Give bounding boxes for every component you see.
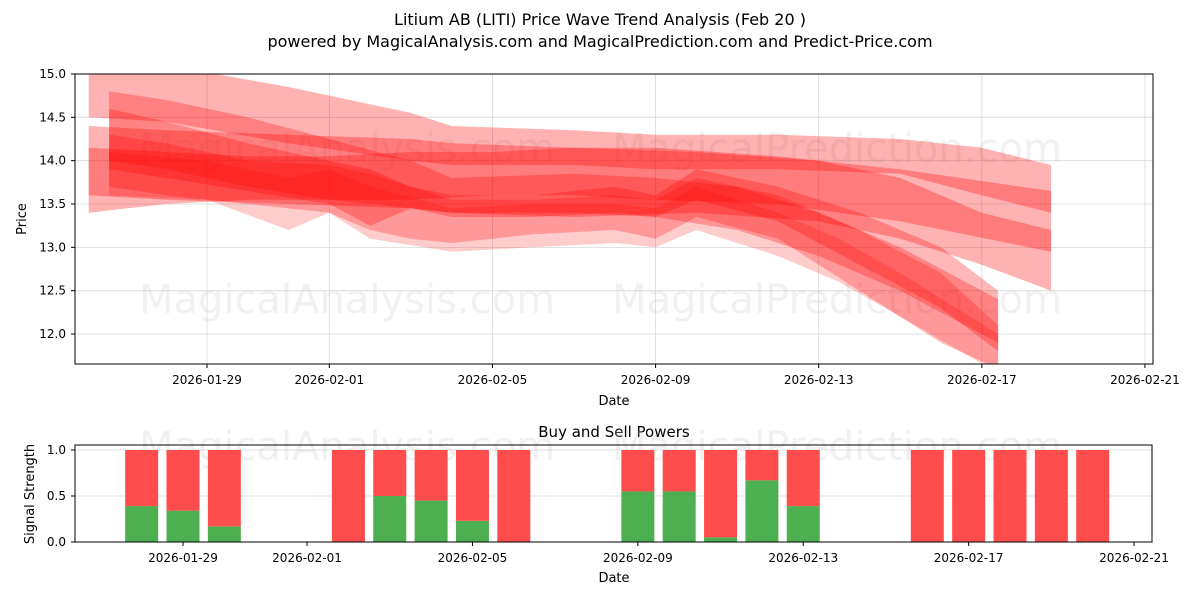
wave-band	[88, 126, 1052, 291]
signal-x-axis: 2026-01-29 2026-02-01 2026-02-05 2026-02-09…	[148, 542, 1169, 565]
y-tick-label: 12.5	[39, 284, 66, 298]
y-tick-label: 12.0	[39, 327, 66, 341]
x-tick-label: 2026-02-01	[294, 373, 364, 387]
sell-bar	[166, 450, 200, 511]
x-tick-label: 2026-02-05	[438, 551, 508, 565]
signal-bars	[125, 450, 1110, 542]
sell-bar	[373, 450, 407, 496]
sell-bar	[704, 450, 738, 538]
y-tick-label: 15.0	[39, 67, 66, 81]
sell-bar	[331, 450, 365, 542]
x-tick-label: 2026-02-13	[768, 551, 838, 565]
buy-bar	[745, 480, 779, 542]
x-tick-label: 2026-02-17	[947, 373, 1017, 387]
y-tick-label: 0.5	[47, 489, 66, 503]
sell-bar	[1076, 450, 1110, 542]
price-x-axis: 2026-01-29 2026-02-01 2026-02-05 2026-02-09…	[172, 364, 1180, 387]
buy-bar	[125, 506, 159, 542]
sell-bar	[910, 450, 944, 542]
chart-subtitle: powered by MagicalAnalysis.com and Magic…	[267, 32, 933, 51]
price-chart: MagicalAnalysis.com MagicalPrediction.co…	[15, 67, 1180, 409]
sell-bar	[207, 450, 241, 527]
x-tick-label: 2026-02-09	[603, 551, 673, 565]
buy-bar	[704, 537, 738, 542]
price-x-label: Date	[598, 394, 629, 409]
price-y-axis: 12.0 12.5 13.0 13.5 14.0 14.5 15.0	[39, 67, 75, 341]
x-tick-label: 2026-02-17	[934, 551, 1004, 565]
sell-bar	[745, 450, 779, 481]
x-tick-label: 2026-01-29	[148, 551, 218, 565]
watermark-analysis-top: MagicalAnalysis.com	[139, 126, 555, 172]
signal-y-axis: 0.0 0.5 1.0	[47, 443, 75, 549]
wave-band	[88, 147, 1052, 252]
buy-bar	[662, 491, 696, 542]
signal-y-label: Signal Strength	[23, 444, 38, 544]
buy-sell-title: Buy and Sell Powers	[538, 423, 690, 441]
y-tick-label: 13.5	[39, 197, 66, 211]
buy-bar	[207, 526, 241, 542]
watermark-prediction-top: MagicalPrediction.com	[612, 126, 1062, 172]
x-tick-label: 2026-01-29	[172, 373, 242, 387]
chart-title: Litium AB (LITI) Price Wave Trend Analys…	[394, 10, 806, 29]
sell-bar	[662, 450, 696, 492]
wave-band	[88, 74, 1052, 213]
buy-bar	[455, 520, 489, 542]
wave-band	[109, 108, 999, 352]
y-tick-label: 0.0	[47, 535, 66, 549]
sell-bar	[621, 450, 655, 492]
sell-bar	[786, 450, 820, 507]
sell-bar	[993, 450, 1027, 542]
buy-bar	[166, 510, 200, 542]
wave-band	[109, 152, 999, 364]
price-y-label: Price	[15, 203, 30, 235]
x-tick-label: 2026-02-09	[621, 373, 691, 387]
wave-band	[109, 134, 999, 364]
watermark-prediction-mid: MagicalPrediction.com	[612, 277, 1062, 323]
signal-x-label: Date	[598, 571, 629, 586]
sell-bar	[952, 450, 986, 542]
x-tick-label: 2026-02-05	[458, 373, 528, 387]
buy-sell-chart: Buy and Sell Powers MagicalAnalysis.com …	[23, 423, 1169, 586]
y-tick-label: 1.0	[47, 443, 66, 457]
buy-bar	[621, 491, 655, 542]
sell-bar	[125, 450, 159, 507]
x-tick-label: 2026-02-21	[1110, 373, 1180, 387]
price-axes-frame	[74, 73, 1154, 365]
signal-axes-frame	[74, 444, 1153, 543]
x-tick-label: 2026-02-21	[1099, 551, 1169, 565]
buy-bar	[414, 500, 448, 542]
buy-bar	[786, 506, 820, 542]
sell-bar	[455, 450, 489, 521]
x-tick-label: 2026-02-01	[272, 551, 342, 565]
y-tick-label: 13.0	[39, 240, 66, 254]
x-tick-label: 2026-02-13	[784, 373, 854, 387]
y-tick-label: 14.0	[39, 154, 66, 168]
price-wave-bands	[88, 74, 1052, 364]
wave-band	[109, 91, 999, 343]
y-tick-label: 14.5	[39, 110, 66, 124]
buy-bar	[373, 496, 407, 542]
sell-bar	[414, 450, 448, 501]
watermark-analysis-mid: MagicalAnalysis.com	[139, 277, 555, 323]
sell-bar	[1034, 450, 1068, 542]
sell-bar	[497, 450, 531, 542]
